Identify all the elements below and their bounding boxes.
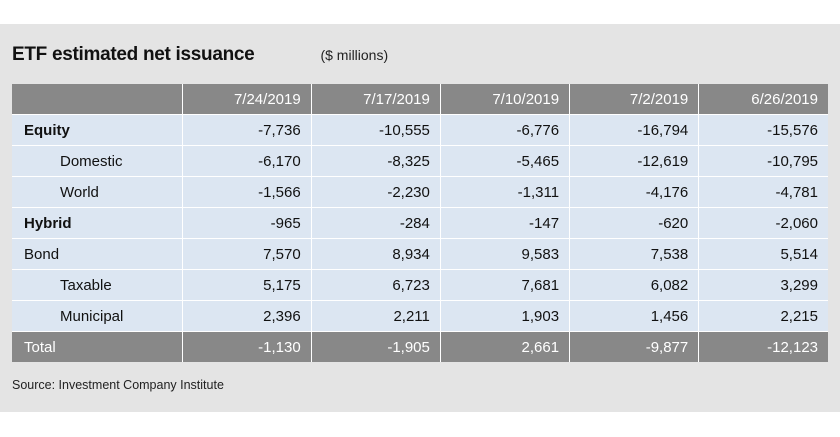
table-cell: 2,211: [310, 300, 441, 332]
row-label: Equity: [12, 114, 182, 146]
column-header: 6/26/2019: [698, 84, 828, 115]
table-cell: -12,123: [698, 331, 828, 362]
figure-panel: ETF estimated net issuance ($ millions) …: [0, 24, 840, 412]
table-row-municipal: Municipal 2,396 2,211 1,903 1,456 2,215: [12, 300, 828, 332]
column-header: 7/24/2019: [181, 84, 312, 115]
table-cell: -6,776: [439, 114, 570, 146]
table-cell: 2,396: [181, 300, 312, 332]
table-cell: -12,619: [569, 145, 699, 177]
table-cell: -10,795: [698, 145, 828, 177]
table-cell: 6,723: [310, 269, 441, 301]
row-label: Total: [12, 331, 182, 362]
column-header: 7/10/2019: [439, 84, 570, 115]
table-row-hybrid: Hybrid -965 -284 -147 -620 -2,060: [12, 207, 828, 239]
issuance-table: 7/24/2019 7/17/2019 7/10/2019 7/2/2019 6…: [12, 84, 828, 362]
page-title: ETF estimated net issuance: [12, 44, 255, 65]
table-cell: -1,566: [181, 176, 312, 208]
title-row: ETF estimated net issuance ($ millions): [12, 44, 388, 66]
table-row-equity: Equity -7,736 -10,555 -6,776 -16,794 -15…: [12, 114, 828, 146]
table-row-domestic: Domestic -6,170 -8,325 -5,465 -12,619 -1…: [12, 145, 828, 177]
table-cell: -4,781: [698, 176, 828, 208]
table-cell: 6,082: [569, 269, 699, 301]
table-cell: -5,465: [439, 145, 570, 177]
source-note: Source: Investment Company Institute: [12, 378, 224, 392]
table-header-row: 7/24/2019 7/17/2019 7/10/2019 7/2/2019 6…: [12, 84, 828, 115]
table-cell: -16,794: [569, 114, 699, 146]
row-label: Hybrid: [12, 207, 182, 239]
table-row-taxable: Taxable 5,175 6,723 7,681 6,082 3,299: [12, 269, 828, 301]
units-label: ($ millions): [320, 47, 389, 63]
table-cell: 3,299: [698, 269, 828, 301]
table-cell: -1,905: [310, 331, 441, 362]
table-cell: -8,325: [310, 145, 441, 177]
row-label: Domestic: [12, 145, 182, 177]
column-header: 7/17/2019: [310, 84, 441, 115]
table-row-world: World -1,566 -2,230 -1,311 -4,176 -4,781: [12, 176, 828, 208]
table-cell: -147: [439, 207, 570, 239]
table-cell: -620: [569, 207, 699, 239]
table-cell: -6,170: [181, 145, 312, 177]
table-cell: -284: [310, 207, 441, 239]
row-label: World: [12, 176, 182, 208]
table-cell: -2,230: [310, 176, 441, 208]
table-cell: -965: [181, 207, 312, 239]
table-cell: 5,514: [698, 238, 828, 270]
table-cell: 9,583: [439, 238, 570, 270]
table-cell: -1,130: [181, 331, 312, 362]
table-cell: 7,681: [439, 269, 570, 301]
table-cell: 7,538: [569, 238, 699, 270]
table-cell: 8,934: [310, 238, 441, 270]
table-row-total: Total -1,130 -1,905 2,661 -9,877 -12,123: [12, 331, 828, 362]
table-cell: -1,311: [439, 176, 570, 208]
table-cell: 1,903: [439, 300, 570, 332]
table-cell: -4,176: [569, 176, 699, 208]
table-cell: -15,576: [698, 114, 828, 146]
row-label: Municipal: [12, 300, 182, 332]
header-blank-cell: [12, 84, 182, 115]
table-cell: 2,215: [698, 300, 828, 332]
table-row-bond: Bond 7,570 8,934 9,583 7,538 5,514: [12, 238, 828, 270]
column-header: 7/2/2019: [569, 84, 699, 115]
table-cell: 2,661: [439, 331, 570, 362]
table-cell: 7,570: [181, 238, 312, 270]
row-label: Taxable: [12, 269, 182, 301]
row-label: Bond: [12, 238, 182, 270]
table-cell: -2,060: [698, 207, 828, 239]
table-cell: 1,456: [569, 300, 699, 332]
table-cell: -10,555: [310, 114, 441, 146]
table-cell: 5,175: [181, 269, 312, 301]
table-cell: -9,877: [569, 331, 699, 362]
table-cell: -7,736: [181, 114, 312, 146]
